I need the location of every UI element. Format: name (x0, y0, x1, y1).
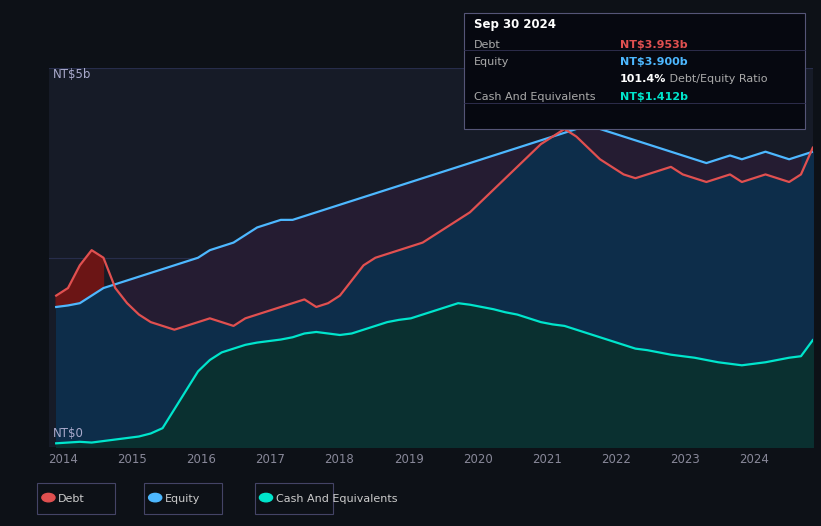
Text: Equity: Equity (474, 57, 509, 67)
Text: Sep 30 2024: Sep 30 2024 (474, 18, 556, 31)
Text: Cash And Equivalents: Cash And Equivalents (276, 493, 397, 504)
Text: Debt: Debt (58, 493, 85, 504)
Text: 101.4%: 101.4% (620, 74, 666, 84)
Text: Equity: Equity (165, 493, 200, 504)
Text: Debt/Equity Ratio: Debt/Equity Ratio (666, 74, 768, 84)
Text: Cash And Equivalents: Cash And Equivalents (474, 92, 595, 102)
Text: NT$0: NT$0 (53, 427, 84, 440)
Text: NT$3.900b: NT$3.900b (620, 57, 687, 67)
Text: NT$1.412b: NT$1.412b (620, 92, 688, 102)
Text: NT$5b: NT$5b (53, 68, 91, 82)
Text: NT$3.953b: NT$3.953b (620, 40, 687, 50)
Text: Debt: Debt (474, 40, 501, 50)
